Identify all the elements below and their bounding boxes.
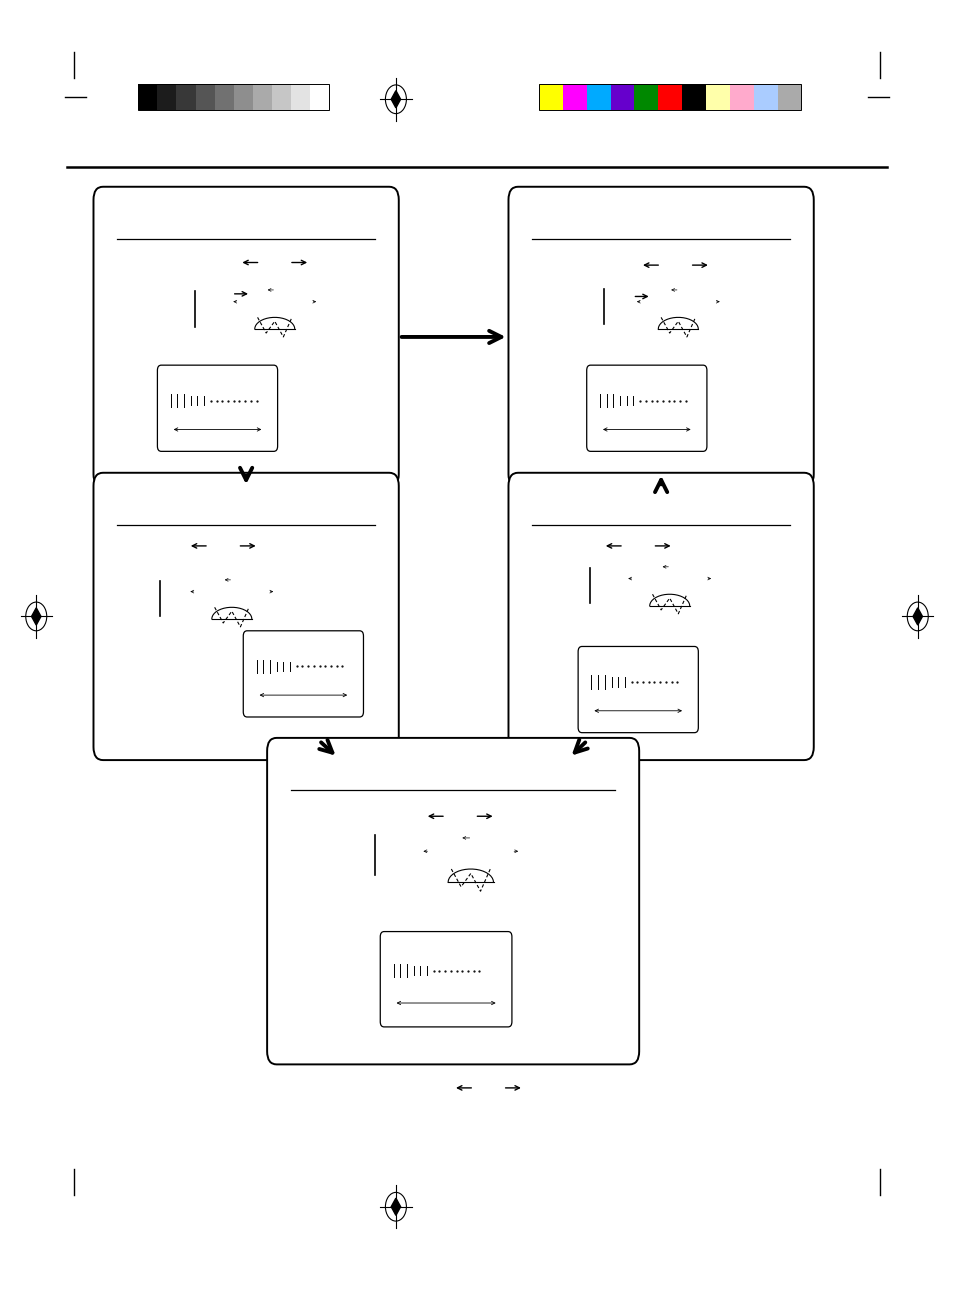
Bar <box>753 84 777 110</box>
Polygon shape <box>391 90 400 108</box>
Bar <box>214 84 233 110</box>
Bar <box>310 84 329 110</box>
Bar <box>562 84 586 110</box>
FancyBboxPatch shape <box>267 738 639 1064</box>
Bar <box>681 84 705 110</box>
Bar <box>610 84 634 110</box>
Bar <box>291 84 310 110</box>
FancyBboxPatch shape <box>243 631 363 717</box>
Bar <box>157 84 176 110</box>
FancyBboxPatch shape <box>578 646 698 733</box>
FancyBboxPatch shape <box>93 187 398 487</box>
Bar <box>233 84 253 110</box>
Bar <box>705 84 729 110</box>
FancyBboxPatch shape <box>508 473 813 760</box>
Polygon shape <box>31 607 41 626</box>
Bar <box>586 84 610 110</box>
Bar <box>538 84 562 110</box>
FancyBboxPatch shape <box>586 366 706 452</box>
FancyBboxPatch shape <box>157 366 277 452</box>
Bar <box>658 84 681 110</box>
Bar <box>272 84 291 110</box>
FancyBboxPatch shape <box>380 931 512 1027</box>
FancyBboxPatch shape <box>508 187 813 487</box>
Polygon shape <box>912 607 922 626</box>
Bar <box>138 84 329 110</box>
Bar <box>777 84 801 110</box>
Bar <box>634 84 658 110</box>
Polygon shape <box>391 1198 400 1216</box>
Bar <box>195 84 214 110</box>
Bar <box>138 84 157 110</box>
Bar <box>538 84 801 110</box>
Bar <box>176 84 195 110</box>
Bar <box>729 84 753 110</box>
Bar <box>253 84 272 110</box>
FancyBboxPatch shape <box>93 473 398 760</box>
